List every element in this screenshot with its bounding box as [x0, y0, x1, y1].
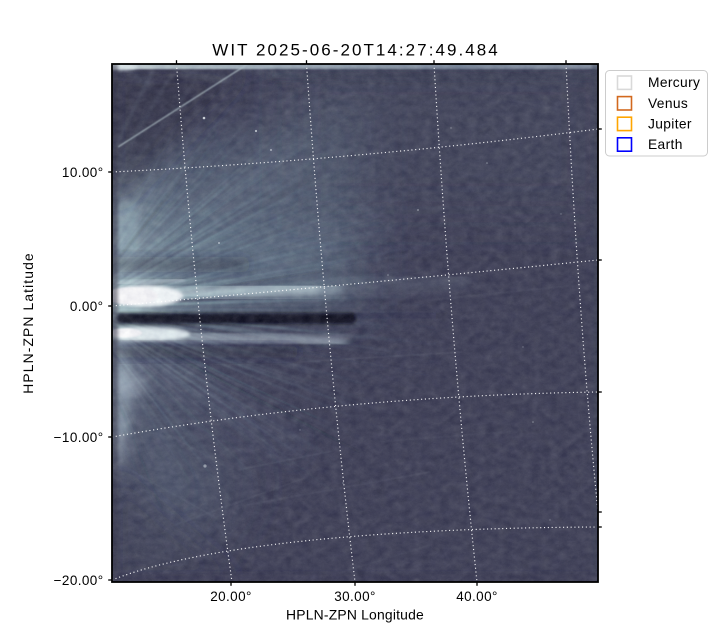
svg-text:−10.00°: −10.00°: [54, 430, 104, 445]
svg-text:HPLN-ZPN Latitude: HPLN-ZPN Latitude: [20, 252, 36, 393]
svg-text:Mercury: Mercury: [648, 75, 700, 90]
svg-text:Jupiter: Jupiter: [648, 116, 692, 131]
svg-text:Venus: Venus: [648, 96, 688, 111]
svg-text:20.00°: 20.00°: [210, 589, 252, 604]
svg-text:WIT 2025-06-20T14:27:49.484: WIT 2025-06-20T14:27:49.484: [212, 41, 500, 60]
svg-text:40.00°: 40.00°: [456, 589, 498, 604]
svg-text:30.00°: 30.00°: [334, 589, 376, 604]
svg-text:10.00°: 10.00°: [62, 165, 104, 180]
svg-text:Earth: Earth: [648, 137, 683, 152]
svg-text:0.00°: 0.00°: [70, 299, 104, 314]
svg-text:HPLN-ZPN Longitude: HPLN-ZPN Longitude: [286, 607, 424, 623]
svg-text:−20.00°: −20.00°: [54, 573, 104, 588]
